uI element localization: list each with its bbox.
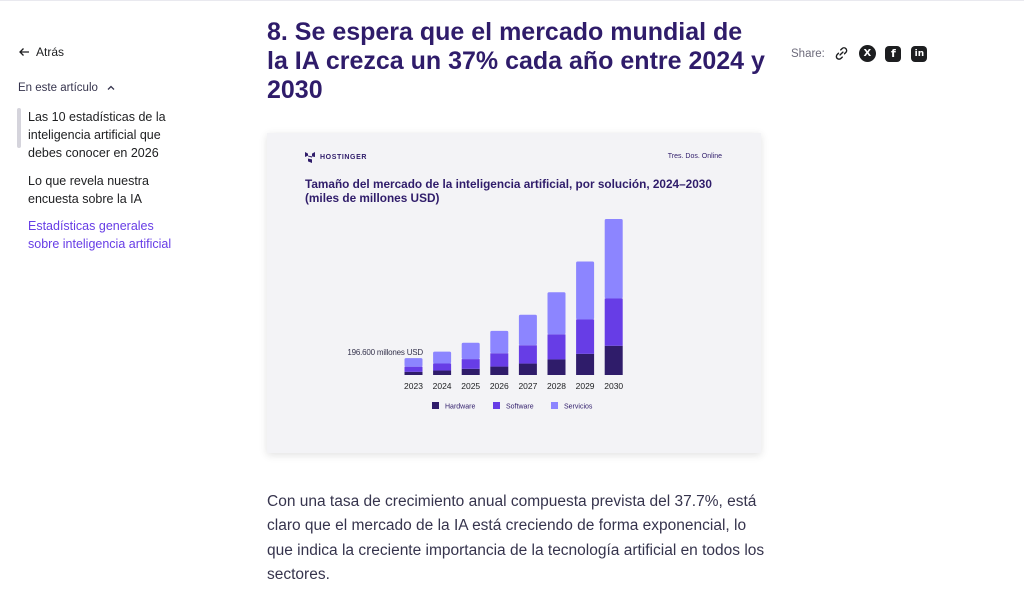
back-label: Atrás	[36, 45, 65, 59]
bar-software-2023	[404, 366, 423, 372]
bar-servicios-2030	[604, 219, 623, 299]
bar-hardware-2027	[518, 363, 537, 375]
bar-hardware-2024	[433, 370, 452, 375]
x-tick-label-2030: 2030	[604, 381, 623, 391]
bar-software-2028	[547, 334, 566, 360]
linkedin-icon[interactable]: in	[911, 45, 928, 62]
bar-servicios-2025	[461, 342, 480, 360]
bar-software-2030	[604, 298, 623, 346]
body-paragraph: Con una tasa de crecimiento anual compue…	[267, 493, 765, 583]
facebook-icon[interactable]: f	[885, 45, 902, 62]
x-tick-label-2026: 2026	[490, 381, 509, 391]
link-icon[interactable]	[833, 45, 850, 62]
bar-hardware-2025	[461, 368, 480, 375]
toc-heading: En este artículo	[18, 82, 98, 94]
bar-software-2029	[576, 319, 595, 354]
x-tick-label-2028: 2028	[547, 381, 566, 391]
toc-item-estadisticas-2026[interactable]: Las 10 estadísticas de la inteligencia a…	[28, 110, 166, 160]
hostinger-logo-icon	[305, 152, 315, 163]
figure-credit: Tres. Dos. Online	[667, 153, 722, 160]
chevron-up-icon	[107, 85, 115, 90]
annotation-label: 196.600 millones USD	[347, 348, 423, 357]
bar-software-2024	[433, 363, 452, 371]
bar-servicios-2026	[490, 330, 509, 354]
share-label: Share:	[791, 47, 825, 60]
bar-servicios-2023	[404, 358, 423, 367]
stacked-bar-chart: 2023 2024 2025 2026 2027 2028 2029 2030 196.600 …	[347, 219, 623, 411]
bar-servicios-2029	[576, 261, 595, 320]
bar-hardware-2029	[576, 353, 595, 375]
bar-software-2026	[490, 353, 509, 367]
bar-hardware-2026	[490, 366, 509, 375]
toc-item-encuesta-ia[interactable]: Lo que revela nuestra encuesta sobre la …	[28, 174, 149, 206]
legend-swatch-software	[493, 402, 500, 409]
back-link[interactable]: Atrás	[18, 45, 64, 59]
bar-hardware-2030	[604, 345, 623, 375]
bar-software-2025	[461, 359, 480, 369]
arrow-left-icon	[19, 48, 29, 56]
bar-hardware-2023	[404, 371, 423, 375]
x-tick-label-2024: 2024	[433, 381, 452, 391]
brand-name: HOSTINGER	[320, 154, 368, 161]
legend-label-servicios: Servicios	[564, 404, 593, 411]
bar-servicios-2027	[518, 314, 537, 346]
share-bar: Share: X f in	[791, 45, 928, 62]
legend-label-software: Software	[506, 404, 534, 411]
toc-toggle[interactable]: En este artículo	[18, 82, 116, 94]
legend-swatch-servicios	[551, 402, 558, 409]
chart-figure: HOSTINGER Tres. Dos. Online Tamaño del m…	[267, 133, 761, 453]
x-icon[interactable]: X	[858, 45, 876, 62]
x-tick-label-2025: 2025	[461, 381, 480, 391]
bar-servicios-2028	[547, 292, 566, 335]
x-tick-label-2023: 2023	[404, 381, 423, 391]
top-divider	[0, 0, 1024, 1]
toc-item-estadisticas-generales[interactable]: Estadísticas generales sobre inteligenci…	[28, 219, 172, 251]
legend-label-hardware: Hardware	[445, 404, 475, 411]
chart-title: Tamaño del mercado de la inteligencia ar…	[305, 177, 712, 205]
x-tick-label-2029: 2029	[576, 381, 595, 391]
bar-software-2027	[518, 345, 537, 364]
x-tick-label-2027: 2027	[518, 381, 537, 391]
bar-servicios-2024	[433, 351, 452, 364]
section-heading: 8. Se espera que el mercado mundial de l…	[267, 18, 765, 104]
toc-progress-indicator	[17, 108, 21, 148]
table-of-contents: Las 10 estadísticas de la inteligencia a…	[17, 108, 187, 272]
bar-hardware-2028	[547, 359, 566, 375]
brand-logo: HOSTINGER	[305, 152, 367, 163]
legend-swatch-hardware	[432, 402, 439, 409]
